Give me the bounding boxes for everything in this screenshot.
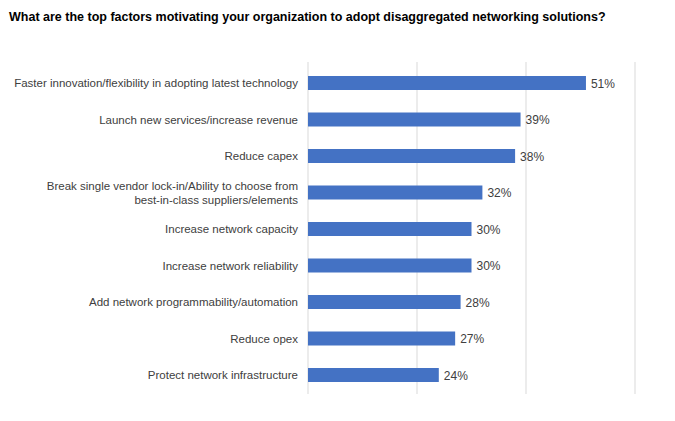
bar [308, 332, 455, 346]
category-label: Break single vendor lock-in/Ability to c… [47, 180, 298, 206]
category-label: Launch new services/increase revenue [99, 114, 298, 126]
category-label: Reduce capex [224, 150, 298, 162]
category-label: Reduce opex [230, 333, 298, 345]
bar [308, 76, 586, 90]
bar [308, 149, 515, 163]
data-label: 24% [444, 369, 468, 383]
data-label: 30% [477, 223, 501, 237]
data-label: 27% [460, 332, 484, 346]
category-label: Increase network reliability [162, 260, 298, 272]
grid-line [635, 62, 636, 394]
bar [308, 186, 482, 200]
bar [308, 113, 521, 127]
data-label: 28% [466, 296, 490, 310]
chart-title: What are the top factors motivating your… [9, 10, 606, 24]
grid [308, 62, 635, 394]
chart-svg: What are the top factors motivating your… [0, 0, 675, 421]
bar [308, 368, 439, 382]
bar [308, 259, 472, 273]
category-label: Protect network infrastructure [148, 369, 298, 381]
bar [308, 222, 472, 236]
category-label: Faster innovation/flexibility in adoptin… [14, 77, 298, 89]
data-label: 39% [526, 113, 550, 127]
data-label: 30% [477, 259, 501, 273]
data-label: 51% [591, 77, 615, 91]
chart-container: What are the top factors motivating your… [0, 0, 675, 421]
data-label: 38% [520, 150, 544, 164]
bars [308, 76, 586, 382]
category-label: Increase network capacity [165, 223, 298, 235]
grid-line [526, 62, 527, 394]
data-label: 32% [487, 186, 511, 200]
category-label: Add network programmability/automation [89, 296, 298, 308]
bar [308, 295, 461, 309]
